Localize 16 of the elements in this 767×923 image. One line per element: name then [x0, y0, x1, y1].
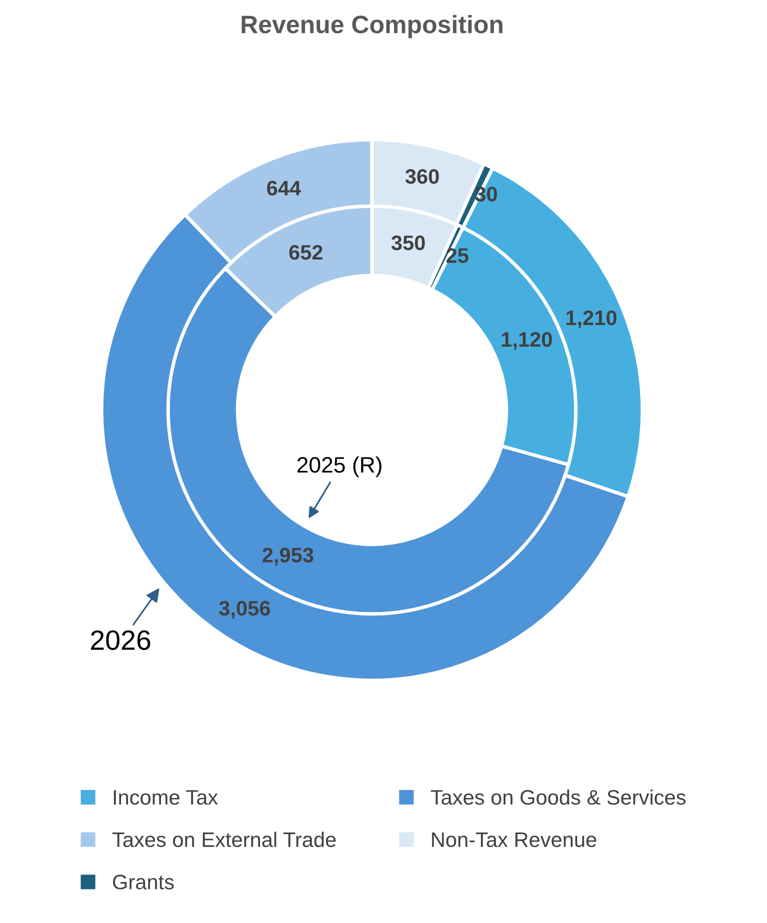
data-label: 360: [405, 169, 439, 184]
slice-label: 2026: [91, 630, 150, 650]
chart-title: Revenue Composition: [242, 14, 502, 38]
legend-label: Taxes on External Trade: [112, 832, 336, 848]
legend-label: Income Tax: [114, 790, 218, 805]
data-label: 1,120: [502, 332, 552, 350]
data-label: 3,056: [219, 600, 270, 619]
data-label: 2,953: [262, 548, 314, 566]
legend-label: Non-Tax Revenue: [432, 832, 596, 848]
data-label: 1,210: [566, 310, 616, 328]
slice-label: 2025 (R): [297, 456, 382, 478]
data-label: 652: [289, 245, 322, 260]
legend-label: Taxes on Goods & Services: [430, 789, 686, 805]
data-label: 350: [391, 236, 425, 250]
data-label: 644: [267, 180, 301, 196]
legend-label: Grants: [113, 874, 174, 890]
